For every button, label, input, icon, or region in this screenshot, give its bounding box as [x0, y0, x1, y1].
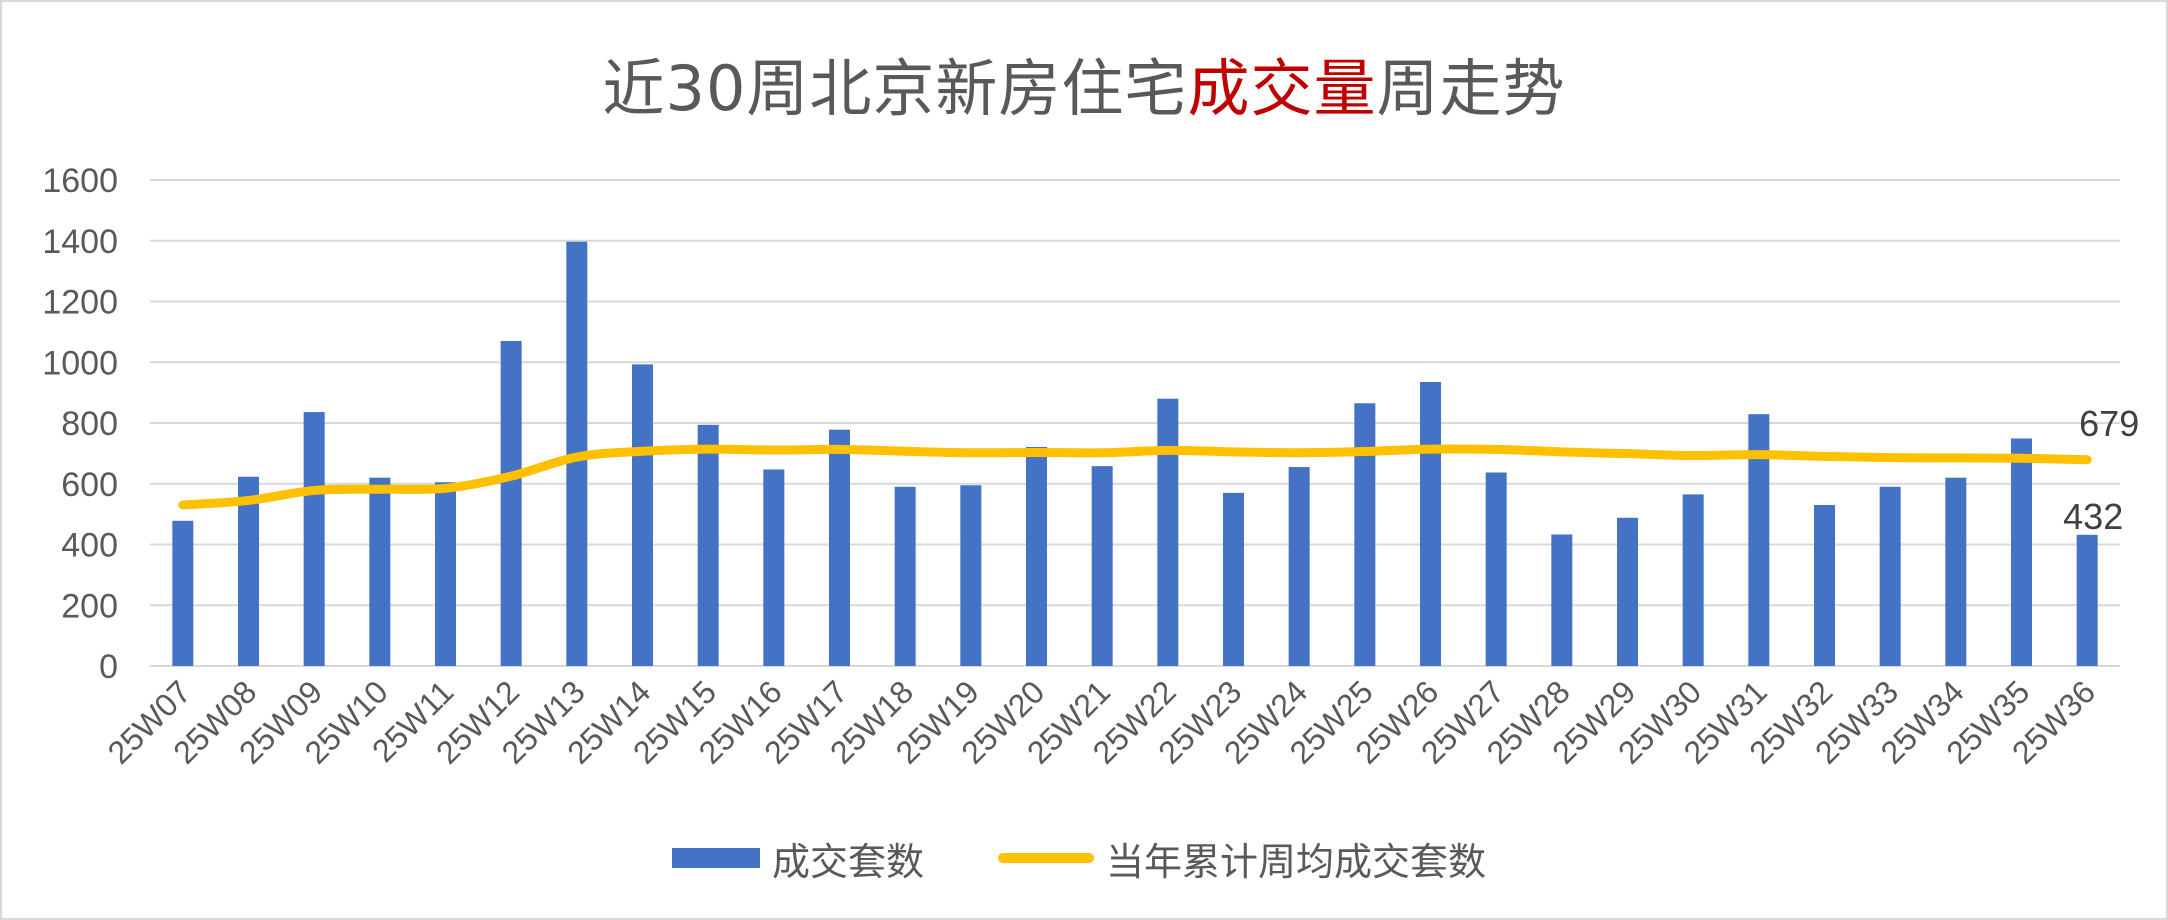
bar: [1354, 403, 1376, 666]
bar: [172, 520, 194, 666]
bar: [303, 412, 325, 666]
title-part-1: 近30周北京新房住宅: [602, 52, 1188, 125]
bar: [1288, 467, 1310, 666]
y-tick-label: 600: [61, 466, 118, 504]
legend-line-label: 当年累计周均成交套数: [1106, 839, 1487, 884]
bar: [1157, 398, 1179, 666]
chart-plot: 0200400600800100012001400160025W0725W082…: [42, 162, 2139, 771]
chart-legend: 成交套数 当年累计周均成交套数: [0, 828, 2168, 888]
y-tick-label: 1000: [42, 344, 118, 382]
bar: [1091, 466, 1113, 666]
bar: [1945, 477, 1967, 666]
y-tick-label: 200: [61, 587, 118, 625]
bar: [1748, 414, 1770, 666]
bar: [2076, 534, 2098, 666]
y-tick-label: 800: [61, 405, 118, 443]
bar: [1617, 517, 1638, 666]
data-label: 432: [2063, 496, 2123, 537]
bar: [435, 482, 456, 666]
title-highlight: 成交量: [1187, 52, 1377, 125]
bar: [1682, 494, 1704, 666]
data-label: 679: [2079, 403, 2139, 444]
bar: [763, 469, 785, 666]
bar: [960, 485, 982, 666]
bar: [369, 477, 391, 666]
series-line: [178, 444, 2092, 510]
bar: [500, 340, 522, 666]
chart-title: 近30周北京新房住宅成交量周走势: [0, 38, 2168, 128]
bar: [1485, 472, 1507, 666]
legend-item-bars: 成交套数: [672, 828, 924, 888]
y-tick-label: 1600: [42, 162, 118, 200]
bar: [829, 429, 850, 666]
legend-bar-label: 成交套数: [772, 839, 925, 884]
bar: [697, 424, 719, 666]
title-part-3: 周走势: [1376, 52, 1566, 125]
bar: [1026, 446, 1047, 666]
y-tick-label: 0: [99, 648, 118, 686]
bar: [1223, 492, 1244, 666]
y-tick-label: 1200: [42, 284, 118, 322]
bar: [238, 476, 259, 666]
bar: [2011, 438, 2032, 666]
legend-item-line: 当年累计周均成交套数: [998, 828, 1486, 888]
bar: [1551, 534, 1573, 666]
bar: [632, 364, 653, 666]
bar: [894, 486, 916, 666]
legend-line-swatch: [998, 853, 1094, 863]
bar: [1420, 381, 1441, 666]
legend-bar-swatch: [672, 848, 760, 868]
y-tick-label: 1400: [42, 223, 118, 261]
bar: [1879, 486, 1901, 666]
y-tick-label: 400: [61, 527, 118, 565]
bar: [1814, 505, 1835, 666]
